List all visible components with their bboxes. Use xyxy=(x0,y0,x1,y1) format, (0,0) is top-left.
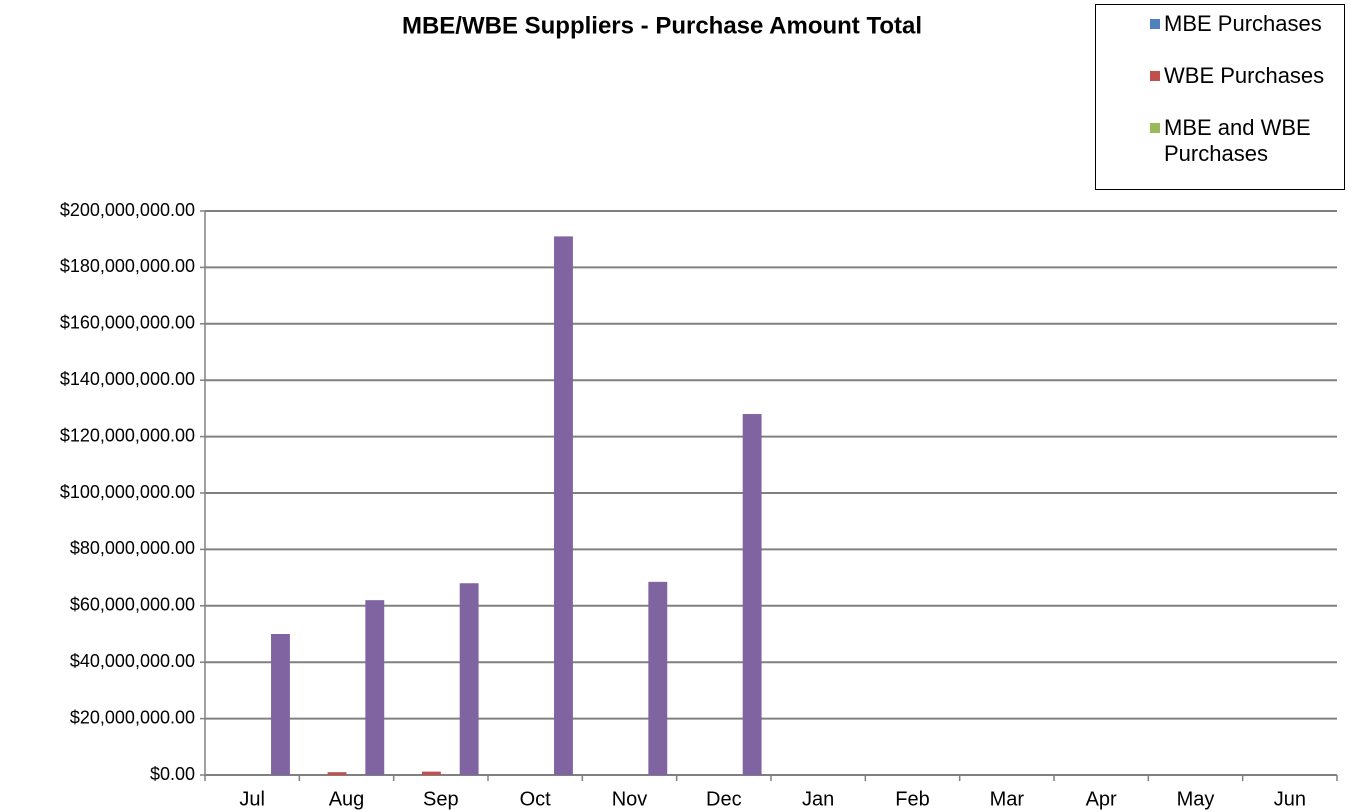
x-tick-label: Dec xyxy=(706,788,742,810)
bar xyxy=(742,414,762,775)
y-tick-label: $100,000,000.00 xyxy=(60,482,195,502)
legend-label: WBE Purchases xyxy=(1164,63,1325,88)
y-tick-label: $180,000,000.00 xyxy=(60,256,195,276)
y-tick-label: $120,000,000.00 xyxy=(60,425,195,445)
y-tick-label: $20,000,000.00 xyxy=(70,707,195,727)
y-tick-label: $200,000,000.00 xyxy=(60,200,195,220)
x-tick-label: Feb xyxy=(895,788,929,810)
y-tick-label: $60,000,000.00 xyxy=(70,595,195,615)
legend-entry: MBE Purchases xyxy=(1150,11,1334,37)
y-tick-label: $140,000,000.00 xyxy=(60,369,195,389)
legend-swatch xyxy=(1150,123,1160,133)
y-tick-label: $160,000,000.00 xyxy=(60,313,195,333)
x-tick-label: Apr xyxy=(1086,788,1117,810)
y-tick-label: $0.00 xyxy=(150,764,195,784)
y-tick-label: $40,000,000.00 xyxy=(70,651,195,671)
x-tick-label: May xyxy=(1177,788,1215,810)
legend-entry: WBE Purchases xyxy=(1150,63,1334,89)
legend-entry: MBE and WBE Purchases xyxy=(1150,115,1334,167)
x-tick-label: Oct xyxy=(520,788,552,810)
x-tick-label: Jun xyxy=(1274,788,1306,810)
legend-label: MBE Purchases xyxy=(1164,11,1322,36)
bar xyxy=(271,634,290,775)
x-tick-label: Jan xyxy=(802,788,834,810)
legend: MBE Purchases WBE Purchases MBE and WBE Pu… xyxy=(1095,4,1345,190)
bar xyxy=(459,583,479,775)
y-tick-label: $80,000,000.00 xyxy=(70,538,195,558)
x-tick-label: Jul xyxy=(239,788,265,810)
bar xyxy=(365,600,385,775)
legend-swatch xyxy=(1150,71,1160,81)
legend-label: MBE and WBE Purchases xyxy=(1164,115,1311,166)
bar xyxy=(421,771,441,775)
x-tick-label: Aug xyxy=(329,788,365,810)
x-tick-label: Sep xyxy=(423,788,459,810)
bar xyxy=(554,236,573,775)
legend-swatch xyxy=(1150,19,1160,29)
bar xyxy=(648,581,668,775)
x-tick-label: Mar xyxy=(990,788,1025,810)
bar xyxy=(327,772,347,775)
x-tick-label: Nov xyxy=(612,788,648,810)
chart-title: MBE/WBE Suppliers - Purchase Amount Tota… xyxy=(402,12,922,39)
